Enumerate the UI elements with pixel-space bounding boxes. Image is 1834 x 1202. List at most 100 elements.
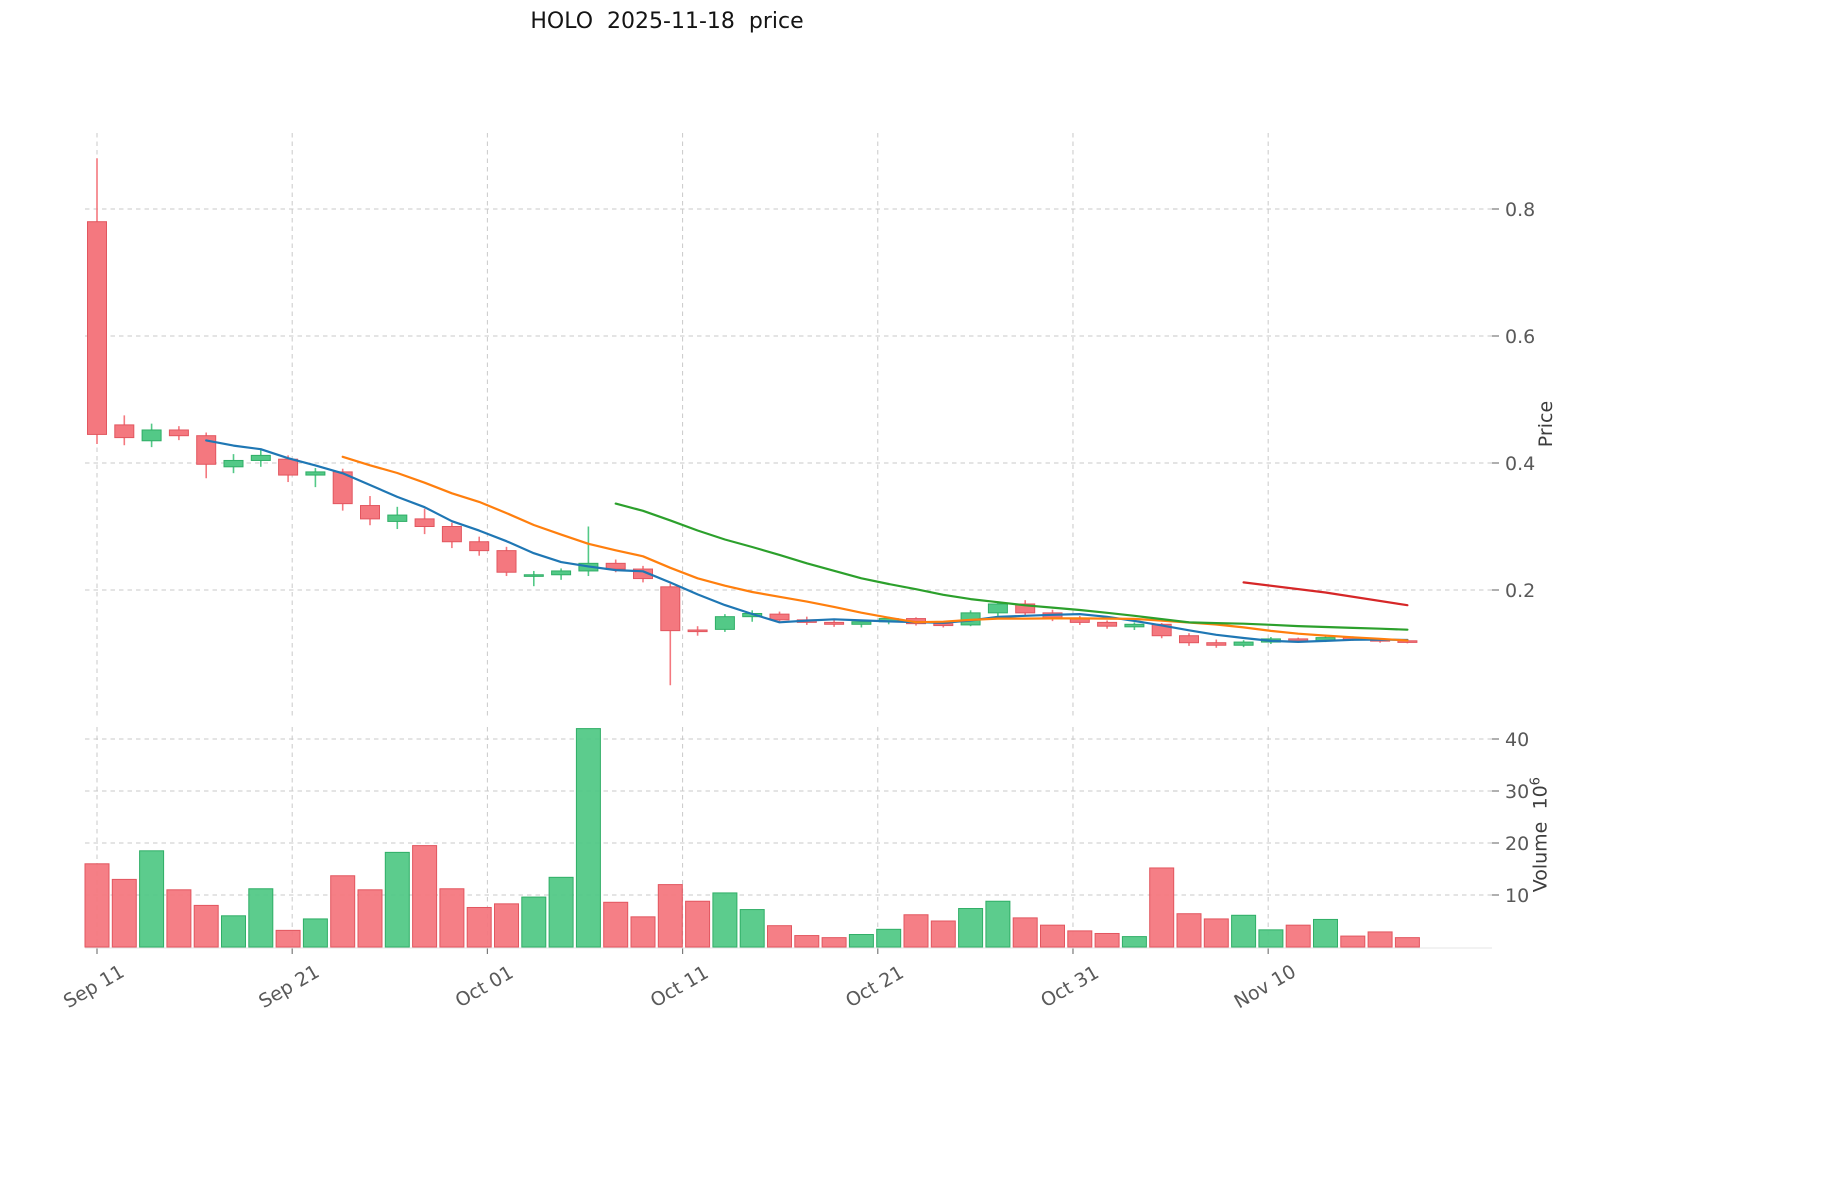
ma-short-line [205,439,1409,643]
volume-tick-label: 40 [1505,729,1529,751]
volume-bar [139,850,165,948]
volume-bar [548,876,574,948]
volume-bar [767,925,792,948]
candle-body [141,429,162,442]
volume-axis-scale-exponent: 6 [1528,777,1544,786]
price-tick-label: 0.2 [1505,580,1535,602]
candle-body [496,550,517,573]
price-tick-label: 0.6 [1505,326,1535,348]
volume-bar [221,915,246,948]
candle-body [87,221,107,435]
volume-bar [930,920,956,948]
x-tick-label: Oct 31 [1037,962,1103,1013]
chart-title: HOLO 2025-11-18 price [530,9,804,34]
x-tick-label: Sep 11 [60,961,128,1013]
volume-bar [821,937,847,948]
candle-body [1015,603,1036,614]
volume-bar [384,851,410,948]
candle-body [414,518,435,528]
volume-bar [84,863,110,948]
volume-bar [1012,917,1038,948]
volume-bar [1231,914,1257,948]
x-tick-label: Oct 21 [842,962,908,1013]
candle-body [332,471,353,505]
volume-bar [1176,913,1202,948]
x-tick-label: Oct 11 [647,962,713,1013]
volume-bar [685,900,711,948]
volume-bar [1285,924,1311,948]
ma-mid-line [341,455,1409,642]
candle-body [1179,635,1199,644]
volume-bar [357,889,383,948]
candle-body [196,435,217,465]
volume-bar [275,929,301,948]
volume-bar [302,918,328,948]
volume-bar [1340,935,1366,948]
candle-body [851,621,872,625]
price-tick-label: 0.4 [1505,453,1535,475]
candle-body [387,514,408,522]
candle-body [250,454,271,461]
volume-bar [330,875,356,948]
volume-axis-label-gap [1530,810,1552,822]
candle-body [687,629,708,633]
volume-bar [603,901,629,948]
volume-bar [1203,918,1229,948]
volume-bar [521,896,547,948]
volume-bar [739,909,765,948]
price-axis-label-text: Price [1535,400,1557,448]
candle-body [523,574,544,577]
volume-axis-label: Volume 106 [1528,725,1551,945]
x-tick-label: Nov 10 [1231,960,1300,1013]
volume-bar [193,904,219,948]
x-tick-label: Oct 01 [452,962,518,1013]
volume-bar [494,903,519,948]
volume-bar [657,884,683,948]
volume-tick-label: 30 [1505,781,1529,803]
candle-body [769,613,790,621]
volume-bar [712,892,738,948]
volume-bar [630,916,656,948]
volume-bar [439,888,465,948]
volume-bar [1258,929,1284,948]
candle-body [551,570,572,576]
candle-body [168,429,189,437]
candle-body [660,586,681,632]
candle-body [114,424,135,439]
candle-body [469,541,490,552]
volume-bar [166,889,192,948]
volume-bar [1313,918,1338,948]
volume-bar [876,928,902,948]
volume-bar [1040,924,1065,948]
trend-line [1242,581,1409,607]
price-axis-label: Price [1535,314,1557,534]
candle-body [223,459,244,468]
volume-bar [848,934,874,948]
volume-bar [1121,936,1147,948]
volume-bar [1367,931,1393,948]
volume-axis-scale-base: 10 [1529,785,1552,810]
price-tick-label: 0.8 [1505,199,1535,221]
volume-tick-label: 10 [1505,885,1529,907]
volume-bar [412,845,438,948]
candle-body [1124,623,1145,628]
candle-body [933,623,954,627]
volume-bar [903,914,929,948]
candle-body [305,471,326,476]
candle-body [1206,642,1227,646]
candle-body [633,568,653,580]
volume-bar [111,878,137,948]
volume-bar [1067,930,1093,948]
volume-bar [1149,867,1175,948]
volume-bar [466,906,492,948]
volume-bar [794,935,820,948]
volume-bar [248,888,274,948]
candle-body [278,458,299,476]
x-tick-label: Sep 21 [255,961,323,1013]
volume-bar [1394,937,1420,948]
volume-bar [985,900,1011,948]
volume-bar [575,728,601,948]
candle-body [1097,621,1118,627]
